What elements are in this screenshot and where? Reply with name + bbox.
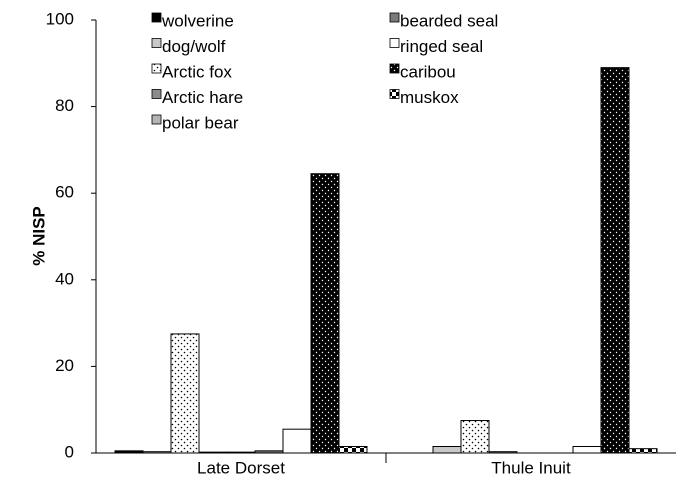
legend-swatch bbox=[389, 38, 400, 48]
bar bbox=[600, 67, 630, 454]
bar bbox=[572, 446, 602, 454]
bar bbox=[628, 448, 658, 454]
legend-swatch bbox=[151, 38, 162, 48]
legend-swatch bbox=[389, 12, 400, 23]
bar bbox=[338, 446, 368, 454]
legend-label: Arctic fox bbox=[162, 62, 232, 81]
y-tick-label: 100 bbox=[46, 9, 74, 28]
legend-label: polar bear bbox=[162, 113, 239, 132]
y-tick-label: 80 bbox=[55, 96, 74, 115]
legend-label: wolverine bbox=[161, 11, 234, 30]
legend-swatch bbox=[389, 63, 400, 74]
legend-swatch bbox=[151, 12, 162, 23]
legend-swatch bbox=[151, 114, 162, 125]
legend-swatch bbox=[151, 89, 162, 99]
legend-label: ringed seal bbox=[400, 37, 483, 56]
x-tick-label: Late Dorset bbox=[197, 458, 285, 477]
bar bbox=[432, 446, 462, 454]
legend-label: muskox bbox=[400, 88, 459, 107]
y-tick-label: 40 bbox=[55, 269, 74, 288]
bar bbox=[282, 428, 312, 454]
bar bbox=[310, 173, 340, 454]
y-tick-label: 60 bbox=[55, 183, 74, 202]
bar bbox=[460, 420, 490, 454]
legend-swatch bbox=[389, 89, 400, 99]
x-tick-label: Thule Inuit bbox=[491, 458, 571, 477]
y-tick-label: 20 bbox=[55, 356, 74, 375]
legend-label: dog/wolf bbox=[162, 37, 226, 56]
bar bbox=[170, 333, 200, 454]
legend-label: Arctic hare bbox=[162, 88, 243, 107]
legend-label: caribou bbox=[400, 62, 456, 81]
y-axis-label: % NISP bbox=[29, 206, 48, 266]
legend-label: bearded seal bbox=[400, 11, 498, 30]
legend-swatch bbox=[151, 63, 162, 74]
y-tick-label: 0 bbox=[65, 442, 74, 461]
